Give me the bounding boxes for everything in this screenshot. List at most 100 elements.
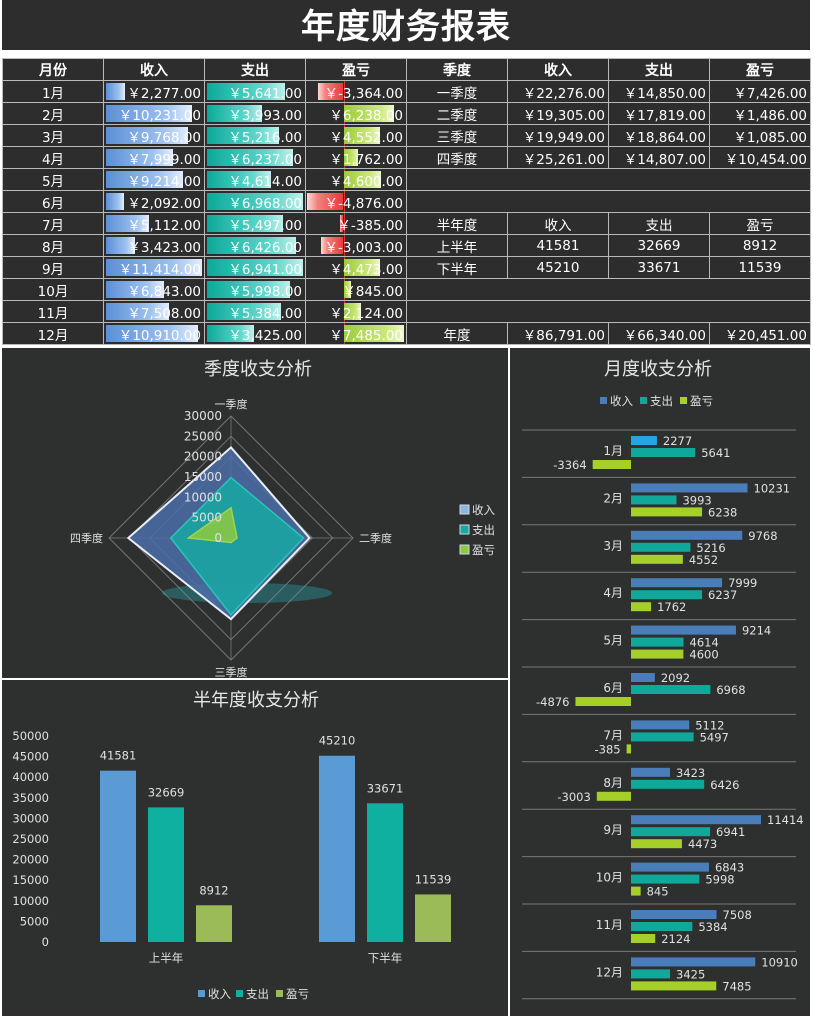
axis-line — [344, 213, 345, 234]
income-cell: ￥7,999.00 — [103, 146, 205, 169]
cell-value: ￥-385.00 — [337, 217, 403, 234]
category-label: 8月 — [603, 776, 623, 790]
month-cell: 8月 — [2, 234, 104, 257]
y-tick-label: 50000 — [12, 729, 49, 743]
column-header: 月份 — [2, 58, 104, 81]
data-label: 5641 — [701, 446, 730, 460]
empty-cell — [608, 168, 710, 191]
data-label: 4473 — [688, 837, 717, 851]
income-cell: ￥2,277.00 — [103, 80, 205, 103]
data-bar — [207, 127, 279, 144]
bar-支出 — [631, 922, 693, 931]
expense-cell: ￥6,968.00 — [204, 190, 306, 213]
legend-label: 收入 — [472, 503, 495, 517]
data-label: 9768 — [748, 529, 777, 543]
bar-支出 — [631, 590, 703, 600]
data-label: 3425 — [676, 967, 705, 981]
column-header: 支出 — [608, 58, 710, 81]
cell-value: ￥6,237.00 — [228, 151, 302, 168]
legend-swatch — [459, 524, 470, 535]
quarter-profit-cell: ￥7,426.00 — [709, 80, 811, 103]
data-bar — [318, 83, 343, 100]
bar-收入 — [631, 815, 761, 825]
data-bar — [344, 127, 381, 144]
bar-收入 — [631, 957, 756, 967]
bar-支出 — [631, 495, 677, 505]
data-bar — [207, 303, 282, 320]
data-label: 10231 — [754, 481, 791, 495]
legend-label: 支出 — [650, 394, 673, 408]
annual-profit-cell: ￥20,451.00 — [709, 322, 811, 345]
y-tick-label: 10000 — [12, 894, 49, 908]
column-header: 收入 — [507, 58, 609, 81]
empty-cell — [709, 300, 811, 323]
month-cell: 10月 — [2, 278, 104, 301]
quarter-expense-cell: ￥18,864.00 — [608, 124, 710, 147]
data-label: 4552 — [689, 553, 718, 567]
cell-value: ￥10,454.00 — [724, 151, 807, 168]
category-label: 6月 — [603, 681, 623, 695]
category-label: 3月 — [603, 539, 623, 553]
cell-value: 盈亏 — [342, 62, 370, 79]
data-bar — [344, 281, 351, 298]
profit-cell: ￥7,485.00 — [305, 322, 407, 345]
income-cell: ￥10,231.00 — [103, 102, 205, 125]
cell-value: ￥18,864.00 — [623, 129, 706, 146]
cell-value: ￥3,993.00 — [228, 107, 302, 124]
month-cell: 5月 — [2, 168, 104, 191]
cell-value: ￥4,473.00 — [329, 261, 403, 278]
cell-value: 3月 — [41, 129, 65, 146]
income-cell: ￥3,423.00 — [103, 234, 205, 257]
halfyear-header-cell: 收入 — [507, 212, 609, 235]
cell-value: 收入 — [544, 217, 572, 234]
bar-支出 — [148, 807, 184, 942]
data-label: 11414 — [767, 813, 804, 827]
bar-收入 — [631, 625, 736, 635]
cell-value: ￥6,968.00 — [228, 195, 302, 212]
profit-cell: ￥6,238.00 — [305, 102, 407, 125]
halfyear-header-cell: 盈亏 — [709, 212, 811, 235]
legend-swatch — [680, 397, 687, 404]
empty-cell — [608, 300, 710, 323]
data-bar — [106, 259, 202, 276]
empty-cell — [406, 168, 508, 191]
table-row: 1月 ￥2,277.00 ￥5,641.00 ￥-3,364.00 一季度 ￥22,276… — [2, 80, 811, 103]
month-cell: 7月 — [2, 212, 104, 235]
axis-label: 三季度 — [215, 665, 248, 678]
cell-value: 11月 — [37, 305, 69, 322]
y-tick-label: 15000 — [12, 873, 49, 887]
legend-label: 盈亏 — [286, 987, 309, 1001]
empty-cell — [507, 300, 609, 323]
cell-value: 下半年 — [436, 261, 478, 278]
table-row: 8月 ￥3,423.00 ￥6,426.00 ￥-3,003.00 上半年 41581 32… — [2, 234, 811, 257]
income-cell: ￥2,092.00 — [103, 190, 205, 213]
data-label: 4600 — [689, 648, 718, 662]
data-label: 8912 — [199, 883, 228, 897]
cell-value: 45210 — [536, 259, 580, 276]
bar-盈亏 — [592, 460, 631, 469]
cell-value: 支出 — [645, 62, 673, 79]
data-label: 5998 — [705, 873, 734, 887]
y-tick-label: 20000 — [12, 853, 49, 867]
cell-value: ￥86,791.00 — [522, 327, 605, 344]
month-cell: 2月 — [2, 102, 104, 125]
bar-支出 — [631, 542, 691, 552]
category-label: 2月 — [603, 491, 623, 505]
bar-收入 — [631, 910, 717, 919]
cell-value: 月份 — [39, 62, 67, 79]
cell-value: ￥17,819.00 — [623, 107, 706, 124]
bar-收入 — [631, 530, 743, 540]
y-tick-label: 30000 — [12, 811, 49, 825]
profit-cell: ￥-3,003.00 — [305, 234, 407, 257]
expense-cell: ￥6,426.00 — [204, 234, 306, 257]
expense-cell: ￥6,237.00 — [204, 146, 306, 169]
bar-收入 — [631, 720, 690, 730]
cell-value: ￥6,426.00 — [228, 239, 302, 256]
cell-value: ￥22,276.00 — [522, 85, 605, 102]
cell-value: ￥7,508.00 — [127, 305, 201, 322]
y-tick-label: 35000 — [12, 791, 49, 805]
cell-value: 10月 — [37, 283, 69, 300]
legend-swatch — [276, 990, 283, 997]
empty-cell — [709, 278, 811, 301]
empty-cell — [709, 168, 811, 191]
